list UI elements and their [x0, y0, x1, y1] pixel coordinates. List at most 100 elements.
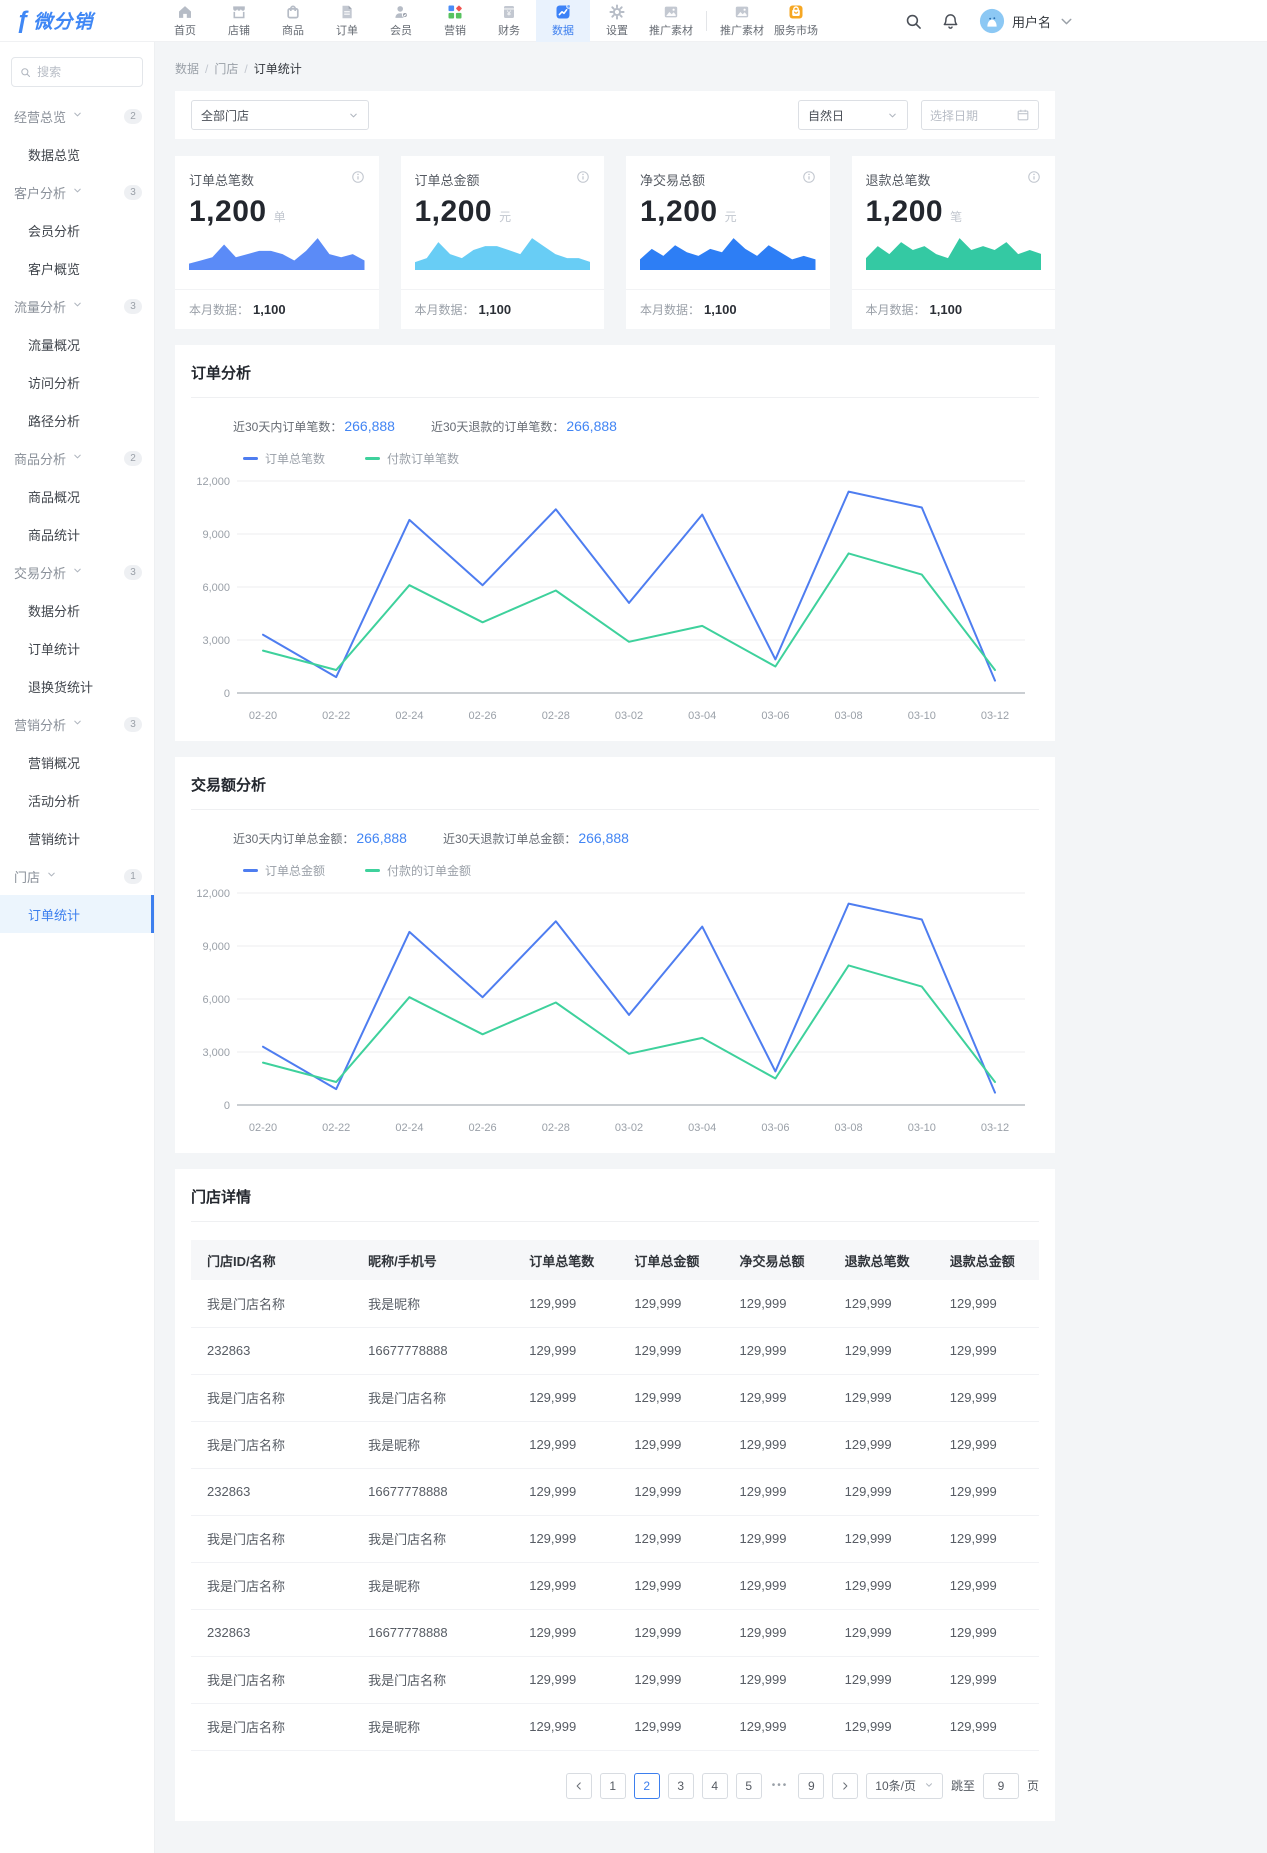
page-button-4[interactable]: 4	[701, 1772, 728, 1799]
sidebar-search[interactable]	[11, 57, 143, 87]
legend-item[interactable]: 订单总金额	[243, 862, 325, 879]
date-picker-input[interactable]: 选择日期	[921, 100, 1039, 130]
sidebar-item[interactable]: 访问分析	[28, 375, 81, 391]
sidebar-group-header[interactable]: 经营总览 2	[0, 97, 154, 135]
sidebar-item[interactable]: 商品统计	[28, 527, 81, 543]
sidebar-item[interactable]: 客户概览	[28, 261, 81, 277]
nav-item-8[interactable]: 设置	[590, 0, 644, 42]
page-button-3[interactable]: 3	[667, 1772, 694, 1799]
svg-text:03-08: 03-08	[835, 1122, 863, 1134]
breadcrumb-item[interactable]: 数据	[175, 62, 200, 76]
nav-item-6[interactable]: ¥ 财务	[482, 0, 536, 42]
stat-card-value: 1,200	[640, 195, 718, 228]
table-cell: 129,999	[513, 1374, 619, 1422]
stat-card: 订单总金额 1,200 元本月数据： 1,100	[400, 156, 604, 329]
svg-text:03-02: 03-02	[615, 710, 643, 722]
sidebar-search-input[interactable]	[37, 65, 134, 79]
stat-card-value: 1,200	[414, 195, 493, 228]
top-nav: ƒ 微分销 首页 店铺 商品 订单 会员 营销 ¥ 财务 数据 设置 推广素材 推广素材 服务市场 用户…	[0, 0, 1267, 42]
legend-swatch	[365, 457, 381, 460]
nav-item-4[interactable]: 会员	[374, 0, 428, 42]
table-cell: 129,999	[933, 1609, 1039, 1657]
period-filter-select[interactable]: 自然日	[798, 100, 908, 130]
month-data-value: 1,100	[253, 302, 286, 317]
page-button-2[interactable]: 2	[633, 1772, 660, 1799]
sidebar-item[interactable]: 订单统计	[0, 895, 154, 933]
nav-item-5[interactable]: 营销	[428, 0, 482, 42]
page-button-1[interactable]: 1	[599, 1772, 626, 1799]
chevron-down-icon	[889, 113, 896, 117]
table-row[interactable]: 我是门店名称 我是门店名称 129,999 129,999 129,999 129,999…	[191, 1374, 1039, 1422]
table-row[interactable]: 232863 16677778888 129,999 129,999 129,999 12…	[191, 1468, 1039, 1516]
page-button-5[interactable]: 5	[735, 1772, 762, 1799]
table-row[interactable]: 232863 16677778888 129,999 129,999 129,999 12…	[191, 1609, 1039, 1657]
table-cell: 16677778888	[352, 1468, 514, 1516]
table-row[interactable]: 我是门店名称 我是昵称 129,999 129,999 129,999 129,999 12…	[191, 1421, 1039, 1469]
sidebar-item[interactable]: 营销概况	[28, 755, 81, 771]
jump-label: 跳至	[950, 1779, 975, 1793]
table-row[interactable]: 232863 16677778888 129,999 129,999 129,999 12…	[191, 1327, 1039, 1375]
filter-bar: 全部门店 自然日 选择日期	[175, 91, 1055, 139]
sidebar-item[interactable]: 订单统计	[28, 641, 81, 657]
nav-item-9[interactable]: 推广素材	[644, 0, 698, 42]
table-row[interactable]: 我是门店名称 我是门店名称 129,999 129,999 129,999 129,999…	[191, 1515, 1039, 1563]
breadcrumb-item[interactable]: 门店	[214, 62, 239, 76]
nav-item-0[interactable]: 首页	[158, 0, 212, 42]
sidebar-group-label: 门店	[14, 869, 41, 885]
svg-text:02-22: 02-22	[322, 710, 350, 722]
sidebar-item[interactable]: 会员分析	[28, 223, 81, 239]
chart-stat-label: 近30天内订单总金额：	[233, 832, 355, 846]
sidebar-group-header[interactable]: 商品分析 2	[0, 439, 154, 477]
sidebar-item[interactable]: 活动分析	[28, 793, 81, 809]
page-button-9[interactable]: 9	[798, 1772, 825, 1799]
nav-item-3[interactable]: 订单	[320, 0, 374, 42]
table-cell: 129,999	[933, 1656, 1039, 1704]
sidebar-group-header[interactable]: 客户分析 3	[0, 173, 154, 211]
sidebar-group-badge: 3	[124, 564, 142, 580]
sidebar-group-header[interactable]: 流量分析 3	[0, 287, 154, 325]
chart-stat-value: 266,888	[344, 418, 395, 434]
jump-page-input[interactable]	[982, 1772, 1019, 1799]
store-filter-select[interactable]: 全部门店	[191, 100, 369, 130]
promo-icon	[663, 4, 679, 20]
goods-icon	[285, 4, 301, 20]
sidebar-item[interactable]: 退换货统计	[28, 679, 94, 695]
page-size-select[interactable]: 10条/页	[866, 1772, 943, 1799]
legend-item[interactable]: 付款订单笔数	[365, 450, 459, 467]
bell-icon[interactable]	[942, 13, 959, 30]
search-icon[interactable]	[905, 13, 922, 30]
month-data-value: 1,100	[704, 302, 737, 317]
sidebar-item[interactable]: 路径分析	[28, 413, 81, 429]
legend-item[interactable]: 付款的订单金额	[365, 862, 471, 879]
stat-card: 订单总笔数 1,200 单本月数据： 1,100	[175, 156, 379, 329]
sidebar-group-header[interactable]: 交易分析 3	[0, 553, 154, 591]
table-row[interactable]: 我是门店名称 我是昵称 129,999 129,999 129,999 129,999 12…	[191, 1280, 1039, 1328]
app-logo[interactable]: ƒ 微分销	[0, 7, 158, 34]
table-row[interactable]: 我是门店名称 我是昵称 129,999 129,999 129,999 129,999 12…	[191, 1562, 1039, 1610]
next-page-button[interactable]	[832, 1772, 859, 1799]
sidebar-item[interactable]: 数据分析	[28, 603, 81, 619]
info-icon	[1027, 170, 1041, 189]
user-menu[interactable]: 用户名	[979, 8, 1075, 34]
sidebar-item[interactable]: 数据总览	[28, 147, 81, 163]
prev-page-button[interactable]	[565, 1772, 592, 1799]
sidebar-group-badge: 2	[124, 450, 142, 466]
nav-item-2[interactable]: 商品	[266, 0, 320, 42]
table-column-header: 退款总金额	[933, 1240, 1039, 1280]
table-row[interactable]: 我是门店名称 我是门店名称 129,999 129,999 129,999 129,999…	[191, 1656, 1039, 1704]
table-cell: 129,999	[618, 1515, 724, 1563]
sidebar-item[interactable]: 流量概况	[28, 337, 81, 353]
sidebar-group-header[interactable]: 门店 1	[0, 857, 154, 895]
table-row[interactable]: 我是门店名称 我是昵称 129,999 129,999 129,999 129,999 12…	[191, 1703, 1039, 1751]
nav-item-11[interactable]: 服务市场	[769, 0, 823, 42]
user-name: 用户名	[1012, 14, 1052, 30]
sidebar-item[interactable]: 商品概况	[28, 489, 81, 505]
nav-item-7[interactable]: 数据	[536, 0, 590, 42]
nav-item-10[interactable]: 推广素材	[715, 0, 769, 42]
sidebar-item[interactable]: 营销统计	[28, 831, 81, 847]
legend-item[interactable]: 订单总笔数	[243, 450, 325, 467]
nav-item-1[interactable]: 店铺	[212, 0, 266, 42]
table-cell: 我是门店名称	[191, 1374, 353, 1422]
stat-card-title: 订单总金额	[414, 173, 480, 188]
sidebar-group-header[interactable]: 营销分析 3	[0, 705, 154, 743]
